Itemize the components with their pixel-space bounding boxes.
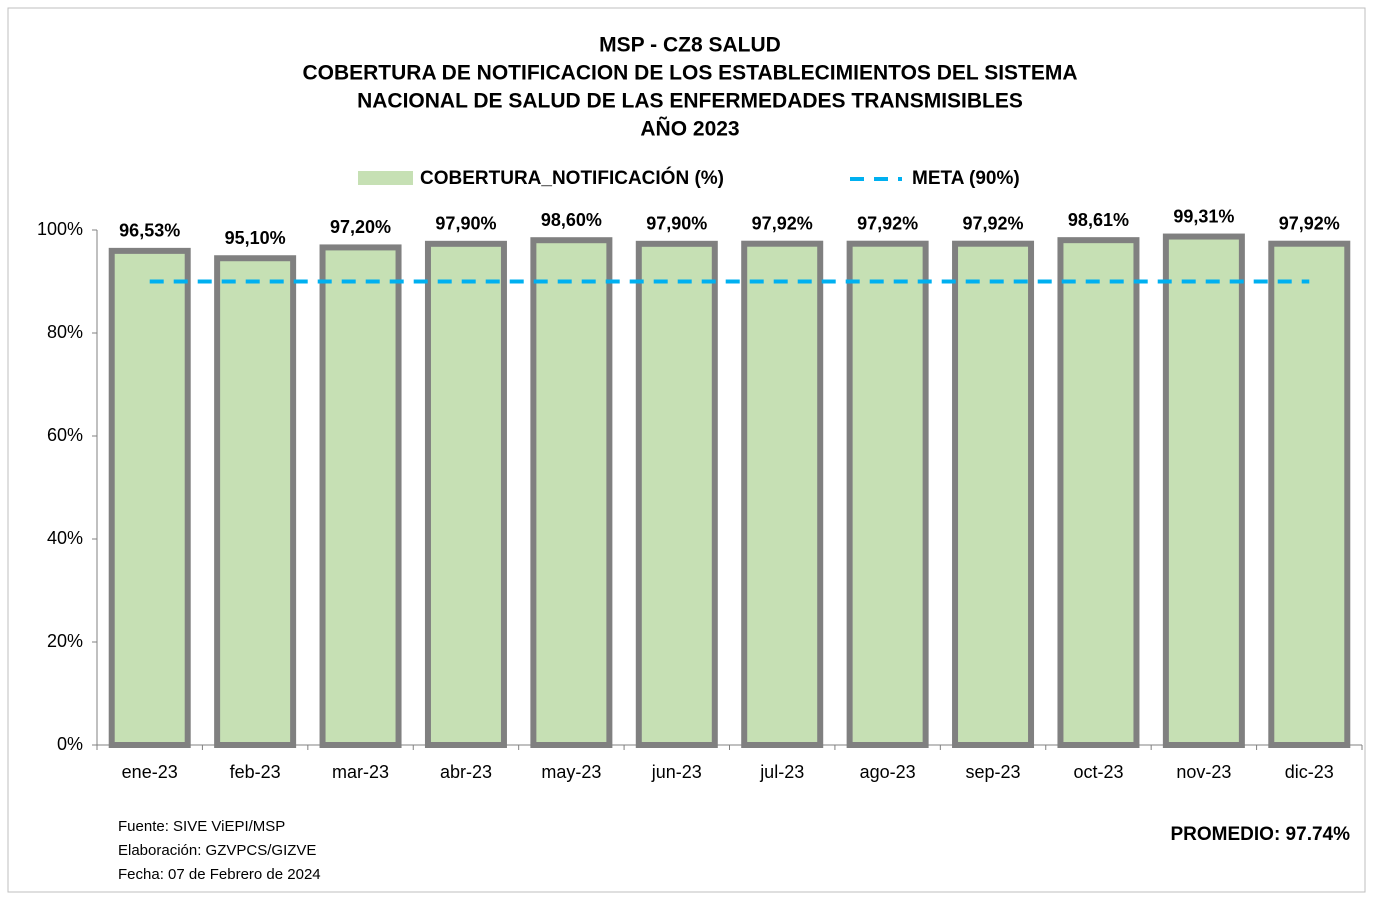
bar [319, 244, 402, 748]
bar [952, 240, 1035, 748]
data-label: 95,10% [225, 228, 286, 248]
x-tick-label: jun-23 [651, 762, 702, 782]
legend-swatch [358, 171, 413, 185]
x-tick-label: oct-23 [1073, 762, 1123, 782]
x-tick-label: jul-23 [759, 762, 804, 782]
data-label: 97,92% [1279, 213, 1340, 233]
x-tick-label: sep-23 [966, 762, 1021, 782]
bar [741, 240, 824, 748]
x-tick-label: ene-23 [122, 762, 178, 782]
y-tick-label: 60% [47, 425, 83, 445]
y-tick-label: 80% [47, 322, 83, 342]
bar [635, 240, 718, 748]
bar [1162, 233, 1245, 748]
x-tick-label: abr-23 [440, 762, 492, 782]
data-label: 97,90% [646, 214, 707, 234]
y-tick-label: 20% [47, 631, 83, 651]
source-note: Fecha: 07 de Febrero de 2024 [118, 866, 321, 883]
bar [530, 237, 613, 749]
y-tick-label: 100% [37, 219, 83, 239]
bar [424, 240, 507, 748]
source-note: Fuente: SIVE ViEPI/MSP [118, 818, 285, 835]
x-tick-label: nov-23 [1176, 762, 1231, 782]
bar [214, 255, 297, 748]
y-tick-label: 0% [57, 734, 83, 754]
data-label: 97,20% [330, 217, 391, 237]
data-label: 97,92% [752, 213, 813, 233]
chart-title: COBERTURA DE NOTIFICACION DE LOS ESTABLE… [302, 62, 1077, 85]
average-annotation: PROMEDIO: 97.74% [1171, 824, 1351, 845]
legend-label: COBERTURA_NOTIFICACIÓN (%) [420, 167, 724, 189]
chart-title: NACIONAL DE SALUD DE LAS ENFERMEDADES TR… [357, 90, 1023, 113]
data-label: 97,90% [435, 214, 496, 234]
bar [846, 240, 929, 748]
x-tick-label: mar-23 [332, 762, 389, 782]
data-label: 97,92% [963, 213, 1024, 233]
y-tick-label: 40% [47, 528, 83, 548]
data-label: 99,31% [1173, 206, 1234, 226]
x-tick-label: may-23 [541, 762, 601, 782]
x-tick-label: dic-23 [1285, 762, 1334, 782]
legend-label: META (90%) [912, 168, 1020, 189]
chart-title: MSP - CZ8 SALUD [599, 34, 781, 57]
data-label: 97,92% [857, 213, 918, 233]
data-label: 96,53% [119, 221, 180, 241]
bar [1057, 237, 1140, 748]
x-tick-label: ago-23 [860, 762, 916, 782]
data-label: 98,61% [1068, 210, 1129, 230]
data-label: 98,60% [541, 210, 602, 230]
source-note: Elaboración: GZVPCS/GIZVE [118, 842, 316, 859]
bar [108, 247, 191, 748]
chart-title: AÑO 2023 [640, 118, 739, 141]
bar [1268, 240, 1351, 748]
x-tick-label: feb-23 [230, 762, 281, 782]
